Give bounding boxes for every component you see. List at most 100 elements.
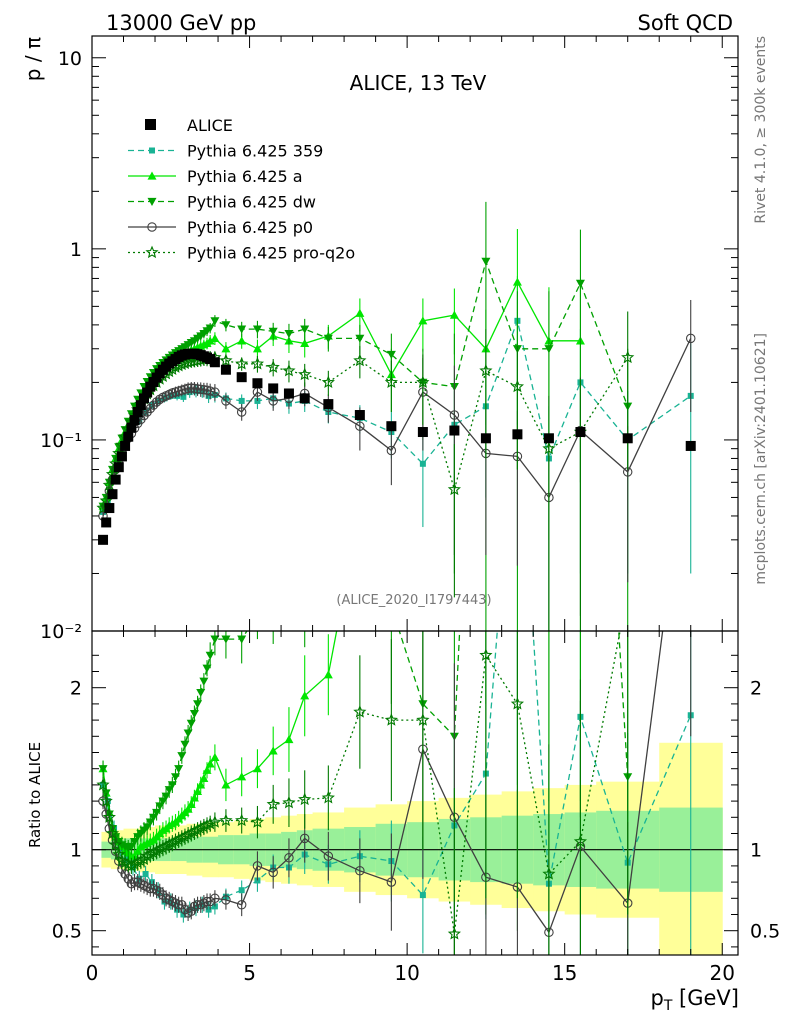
data-point <box>151 397 162 407</box>
data-point <box>221 396 231 406</box>
ratio-point <box>205 906 212 913</box>
data-point <box>449 310 459 319</box>
ratio-point <box>189 710 199 719</box>
x-tick-label: 5 <box>243 961 256 985</box>
data-point <box>195 384 206 395</box>
alice-point <box>543 433 554 444</box>
ratio-point <box>321 790 335 804</box>
ratio-point <box>253 611 262 619</box>
ratio-point <box>164 786 174 795</box>
legend-marker <box>147 197 157 206</box>
data-point <box>252 325 262 334</box>
alice-point <box>575 427 586 438</box>
data-point <box>210 317 220 326</box>
alice-point <box>120 440 131 451</box>
analysis-tag: (ALICE_2020_I1797443) <box>336 593 491 608</box>
alice-point <box>283 388 294 399</box>
ratio-point <box>205 759 215 768</box>
ratio-point <box>300 603 309 611</box>
alice-point <box>268 383 279 394</box>
data-point <box>384 375 398 389</box>
data-point <box>510 379 525 393</box>
ratio-series-1 <box>98 631 581 865</box>
data-point <box>481 257 491 266</box>
data-point <box>266 360 280 373</box>
ratio-point <box>174 906 181 913</box>
ratio-point <box>447 927 461 940</box>
data-point <box>447 482 461 496</box>
ratio-point <box>268 746 278 755</box>
ratio-point <box>238 887 245 894</box>
data-point <box>355 334 365 343</box>
chart-title: ALICE, 13 TeV <box>350 71 487 95</box>
ratio-frame <box>91 630 739 956</box>
legend-entry: Pythia 6.425 p0 <box>128 218 313 237</box>
alice-point <box>386 421 397 432</box>
ratio-point <box>148 879 155 886</box>
ratio-series-line <box>102 631 621 934</box>
ratio-point <box>210 635 220 644</box>
data-point <box>221 321 231 330</box>
alice-point <box>323 399 334 410</box>
legend-entry: ALICE <box>145 116 233 135</box>
legend-label: Pythia 6.425 a <box>187 167 303 186</box>
ratio-y-tick-label-right: 1 <box>750 840 762 862</box>
alice-point <box>107 489 118 500</box>
axes: 0 5 10 15 20 10 1 10⁻¹ 10⁻² 0.5 1 2 0.5 1 2 <box>40 35 780 985</box>
alice-point <box>135 400 146 411</box>
ratio-point <box>210 752 220 761</box>
ratio-point <box>105 826 120 840</box>
alice-point <box>622 433 633 444</box>
ratio-point <box>235 813 249 827</box>
legend-label: Pythia 6.425 p0 <box>187 218 313 237</box>
x-axis-label-unit: [GeV] <box>672 986 739 1010</box>
data-point <box>284 330 294 339</box>
alice-point <box>449 425 460 436</box>
ratio-point <box>221 895 231 905</box>
side-text-mcplots: mcplots.cern.ch [arXiv:2401.10621] <box>753 333 769 585</box>
x-tick-label: 15 <box>552 961 577 985</box>
alice-point <box>685 440 696 451</box>
ratio-point <box>158 890 168 900</box>
alice-point <box>354 410 365 421</box>
y-tick-label: 10 <box>58 48 82 70</box>
series-1 <box>98 229 585 631</box>
alice-point <box>110 474 121 485</box>
ratio-point <box>180 740 190 749</box>
data-point <box>386 350 396 359</box>
data-point <box>418 316 428 325</box>
ratio-point <box>130 851 140 860</box>
data-point <box>148 400 159 410</box>
ratio-y-tick-label: 1 <box>70 840 82 862</box>
ratio-point <box>142 823 152 832</box>
ratio-point <box>300 691 310 700</box>
data-point <box>355 308 365 317</box>
ratio-point <box>481 101 490 109</box>
data-point <box>192 388 199 395</box>
ratio-point <box>479 648 493 661</box>
alice-point <box>104 503 115 514</box>
data-point <box>205 336 215 345</box>
ratio-point <box>193 786 203 795</box>
legend-entry: Pythia 6.425 359 <box>128 142 323 161</box>
data-point <box>237 336 247 345</box>
ratio-series-line <box>102 631 338 857</box>
legend-marker <box>147 222 157 232</box>
data-point <box>355 421 365 431</box>
legend-label: ALICE <box>187 116 233 135</box>
data-point <box>250 356 265 370</box>
data-point <box>199 388 206 395</box>
ratio-y-axis-label: Ratio to ALICE <box>26 742 44 848</box>
data-point <box>252 344 262 353</box>
ratio-point <box>202 664 212 673</box>
data-point <box>199 385 209 395</box>
data-point <box>219 353 233 367</box>
ratio-point <box>298 792 312 806</box>
ratio-point <box>299 833 310 844</box>
ratio-point <box>137 852 151 866</box>
uncertainty-band <box>92 742 738 955</box>
ratio-point <box>193 700 203 709</box>
ratio-point <box>186 906 197 917</box>
ratio-series-3 <box>98 631 692 955</box>
data-point <box>512 277 522 286</box>
